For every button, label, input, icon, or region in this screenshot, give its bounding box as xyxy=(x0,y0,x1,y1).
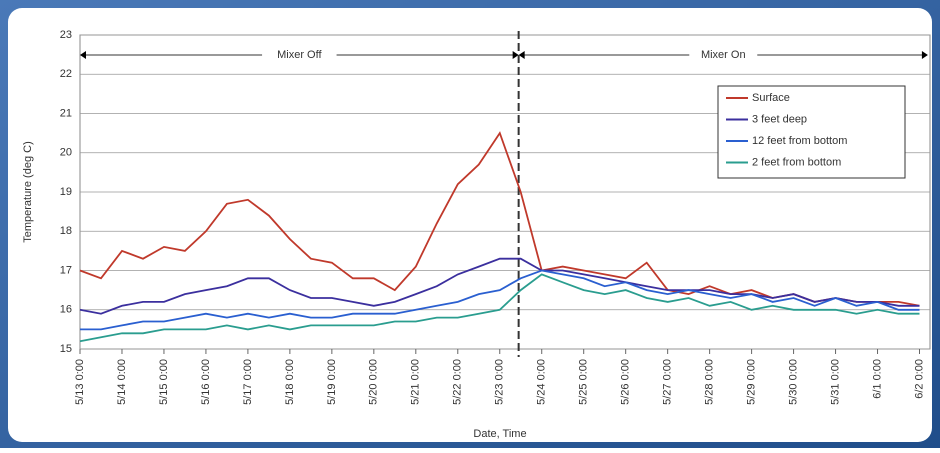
x-tick-label: 5/17 0:00 xyxy=(242,359,254,405)
x-tick-label: 5/27 0:00 xyxy=(662,359,674,405)
x-tick-label: 5/13 0:00 xyxy=(74,359,86,405)
chart: Temperature (deg C) Date, Time 15 16 17 18 1… xyxy=(0,0,940,448)
y-tick-label: 17 xyxy=(60,264,72,276)
legend-label: 2 feet from bottom xyxy=(752,156,841,168)
y-tick-label: 15 xyxy=(60,343,72,355)
y-tick-label: 18 xyxy=(60,225,72,237)
y-tick-label: 21 xyxy=(60,107,72,119)
x-tick-label: 5/25 0:00 xyxy=(578,359,590,405)
x-tick-label: 5/16 0:00 xyxy=(200,359,212,405)
legend-label: 3 feet deep xyxy=(752,113,807,125)
y-tick-label: 19 xyxy=(60,186,72,198)
y-tick-label: 16 xyxy=(60,304,72,316)
x-tick-label: 5/28 0:00 xyxy=(704,359,716,405)
x-axis-label: Date, Time xyxy=(473,428,526,440)
x-tick-label: 5/31 0:00 xyxy=(829,359,841,405)
x-tick-label: 6/1 0:00 xyxy=(871,359,883,399)
x-tick-label: 5/20 0:00 xyxy=(368,359,380,405)
x-tick-label: 5/15 0:00 xyxy=(158,359,170,405)
y-tick-label: 20 xyxy=(60,147,72,159)
x-tick-label: 5/22 0:00 xyxy=(452,359,464,405)
x-tick-label: 5/14 0:00 xyxy=(116,359,128,405)
x-tick-label: 5/21 0:00 xyxy=(410,359,422,405)
x-tick-label: 5/29 0:00 xyxy=(746,359,758,405)
y-tick-label: 22 xyxy=(60,68,72,80)
x-tick-label: 5/24 0:00 xyxy=(536,359,548,405)
x-tick-label: 5/30 0:00 xyxy=(787,359,799,405)
x-tick-label: 6/2 0:00 xyxy=(913,359,925,399)
annotation: Mixer Off xyxy=(277,49,322,61)
x-tick-label: 5/18 0:00 xyxy=(284,359,296,405)
annotation: Mixer On xyxy=(701,49,746,61)
legend-label: 12 feet from bottom xyxy=(752,135,847,147)
x-tick-label: 5/19 0:00 xyxy=(326,359,338,405)
x-tick-label: 5/23 0:00 xyxy=(494,359,506,405)
legend-label: Surface xyxy=(752,92,790,104)
y-axis-label: Temperature (deg C) xyxy=(22,141,34,243)
y-tick-label: 23 xyxy=(60,29,72,41)
x-tick-label: 5/26 0:00 xyxy=(620,359,632,405)
